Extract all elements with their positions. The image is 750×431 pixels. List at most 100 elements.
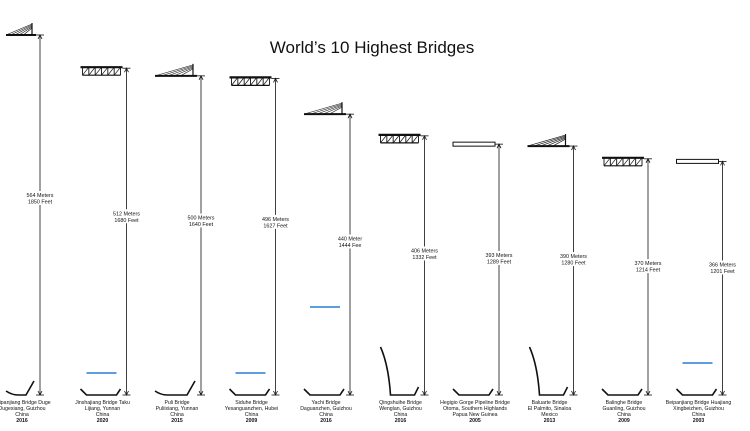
height-arrowhead-bottom [37, 390, 43, 396]
height-arrowhead-top [347, 113, 353, 119]
height-arrowhead-top [37, 34, 43, 40]
bridge-year: 2009 [246, 418, 258, 424]
bridge-name: Balinghe Bridge [606, 400, 643, 406]
bridge-location: Guanling, Guizhou [603, 406, 646, 412]
valley-profile [601, 388, 643, 396]
bridge-year: 2016 [320, 418, 332, 424]
bridge-truss-brace [392, 134, 400, 144]
height-feet-label: 1201 Feet [710, 269, 735, 275]
bridge-truss-brace [405, 134, 413, 144]
bridge-country: China [319, 412, 333, 418]
bridge-year: 2009 [618, 418, 630, 424]
bridge-truss-brace [622, 157, 630, 167]
bridge-country: China [170, 412, 184, 418]
bridge-truss-brace [101, 66, 109, 76]
bridge-location: Wenglan, Guizhou [379, 406, 422, 412]
bridge-truss-brace [399, 134, 407, 144]
valley-profile [528, 346, 569, 396]
bridge-country: China [96, 412, 110, 418]
measure-label-bg [187, 213, 215, 228]
bridge-truss-brace [386, 134, 394, 144]
bridge-cable [552, 138, 566, 147]
valley-profile [5, 380, 35, 396]
bridge-deck [676, 158, 719, 164]
bridge-truss-brace [237, 77, 245, 86]
bridge-cable [161, 65, 194, 77]
bridge-name: Jinshajiang Bridge Taku [75, 400, 130, 406]
measure-label-bg [559, 252, 588, 267]
bridge-truss-brace [380, 134, 388, 144]
bridge-country: China [617, 412, 631, 418]
bridge-year: 2020 [97, 418, 109, 424]
bridge-name: Qingshuihe Bridge [379, 400, 422, 406]
bridge-truss-brace [243, 77, 251, 86]
bridge-location: Otoma, Southern Highlands [443, 406, 507, 412]
bridge-truss-brace [616, 157, 624, 167]
height-arrowhead-top [720, 160, 725, 166]
bridge-location: Dugexiang, Guizhou [0, 406, 46, 412]
chart-title: World’s 10 Highest Bridges [270, 38, 474, 57]
measure-label-bg [410, 246, 439, 261]
bridge-cable [316, 104, 343, 115]
bridge-cable [173, 67, 194, 77]
height-arrowhead-top [124, 67, 129, 73]
bridge-cable [23, 27, 33, 36]
height-arrowhead-bottom [645, 390, 651, 396]
height-meters-label: 500 Meters [188, 215, 215, 221]
bridge-cable [167, 66, 194, 77]
height-feet-label: 1444 Fee [339, 243, 362, 249]
bridge-country: China [15, 412, 29, 418]
valley-profile [452, 388, 494, 396]
bridge-year: 2003 [693, 418, 705, 424]
height-feet-label: 1214 Feet [636, 268, 661, 274]
valley-profile [303, 388, 345, 396]
bridge-location: Puliixiang, Yunnan [156, 406, 199, 412]
bridge-country: China [692, 412, 706, 418]
bridge-cable [329, 106, 343, 115]
height-feet-label: 1640 Feet [189, 222, 214, 228]
bridge-name: Puli Bridge [164, 400, 189, 406]
bridge-location: El Palmito, Sinaloa [528, 406, 572, 412]
height-arrowhead-bottom [720, 390, 725, 396]
height-feet-label: 1280 Feet [561, 261, 586, 267]
bridge-truss-brace [635, 157, 643, 167]
bridge-cable [180, 68, 194, 77]
height-meters-label: 393 Meters [486, 253, 513, 259]
bridge-deck [452, 141, 496, 147]
bridge-truss-brace [610, 157, 617, 167]
bridge-name: Hegigio Gorge Pipeline Bridge [440, 400, 510, 406]
bridge-cable [527, 134, 566, 147]
bridge-country: Mexico [541, 412, 558, 418]
bridge-truss-brace [250, 77, 258, 86]
bridge-truss-brace [262, 77, 270, 86]
height-feet-label: 1627 Feet [263, 223, 288, 229]
measure-label-bg [261, 214, 290, 229]
bridge-cable [310, 103, 343, 115]
height-meters-label: 564 Meters [27, 193, 54, 199]
bridge-cable [10, 24, 33, 36]
measure-label-bg [112, 209, 141, 224]
height-meters-label: 406 Meters [411, 248, 438, 254]
height-meters-label: 370 Meters [635, 261, 662, 267]
height-meters-label: 512 Meters [113, 211, 140, 217]
valley-profile [154, 380, 196, 396]
bridge-truss-brace [231, 77, 239, 86]
height-feet-label: 1850 Feet [28, 200, 53, 206]
height-arrowhead-bottom [347, 390, 353, 396]
height-arrowhead-top [645, 157, 651, 164]
height-arrowhead-top [496, 143, 502, 149]
bridge-truss-brace [113, 66, 121, 76]
bridge-name: Siduhe Bridge [235, 400, 268, 406]
bridge-truss-brace [256, 77, 264, 86]
bridge-year: 2013 [544, 418, 556, 424]
bridge-truss-brace [88, 66, 96, 76]
height-arrowhead-bottom [198, 390, 204, 396]
